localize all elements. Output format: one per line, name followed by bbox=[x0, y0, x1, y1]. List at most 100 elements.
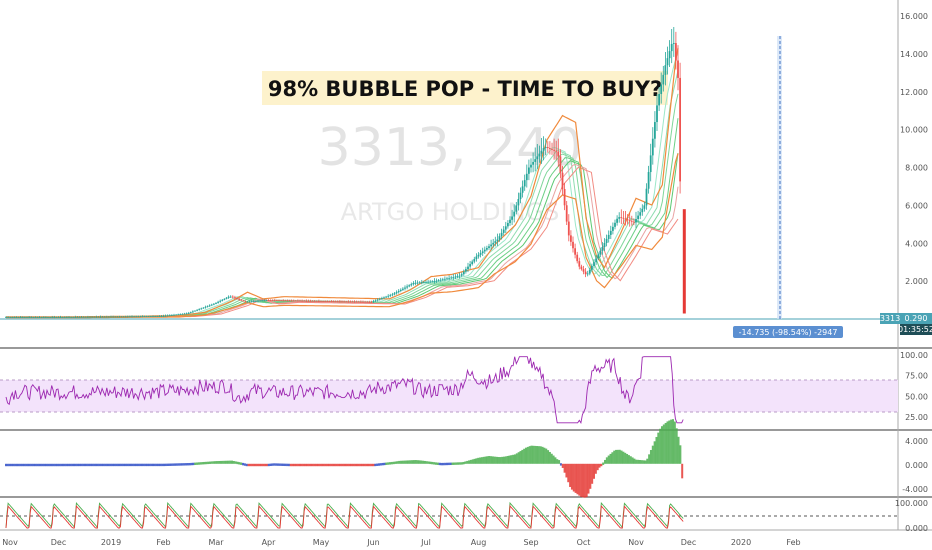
candle-body bbox=[355, 301, 358, 303]
candle-body bbox=[374, 300, 377, 302]
candle-body bbox=[586, 273, 589, 275]
candle-body bbox=[223, 298, 226, 300]
macd-bar bbox=[580, 463, 583, 497]
macd-bar bbox=[633, 458, 636, 464]
candle-body bbox=[177, 314, 180, 316]
candle-body bbox=[645, 188, 648, 206]
candle-body bbox=[255, 301, 257, 302]
candle-body bbox=[381, 298, 383, 299]
macd-bar bbox=[559, 463, 562, 466]
macd-bar bbox=[615, 449, 618, 464]
macd-bar bbox=[120, 463, 123, 467]
macd-bar bbox=[627, 455, 630, 464]
last-price-value: 0.290 bbox=[905, 314, 928, 323]
rsi-line bbox=[5, 356, 684, 425]
macd-bar bbox=[85, 463, 88, 467]
macd-bar bbox=[616, 449, 619, 464]
macd-bar bbox=[159, 463, 162, 467]
candle-body bbox=[9, 317, 12, 318]
macd-bar bbox=[618, 449, 621, 464]
candle-body bbox=[620, 217, 623, 218]
macd-bar bbox=[602, 462, 605, 465]
macd-bar bbox=[19, 463, 22, 467]
macd-bar bbox=[111, 463, 114, 467]
macd-bar bbox=[148, 463, 151, 467]
candle-body bbox=[567, 221, 570, 236]
macd-bar bbox=[611, 452, 614, 464]
candle-body bbox=[395, 292, 398, 294]
macd-bar bbox=[170, 463, 173, 466]
macd-bar bbox=[137, 463, 140, 467]
macd-bar bbox=[76, 463, 79, 467]
macd-bar bbox=[581, 463, 584, 498]
macd-bar bbox=[400, 460, 403, 464]
macd-bar bbox=[25, 463, 28, 467]
macd-bar bbox=[504, 456, 507, 464]
candle-body bbox=[530, 164, 532, 168]
candle-body bbox=[175, 314, 177, 316]
candle-body bbox=[334, 301, 337, 303]
candle-body bbox=[622, 217, 625, 219]
macd-bar bbox=[49, 463, 52, 467]
candle-body bbox=[429, 281, 432, 283]
macd-bar bbox=[212, 461, 215, 464]
macd-bar bbox=[497, 457, 500, 464]
last-price-tag bbox=[900, 313, 932, 324]
candle-body bbox=[561, 172, 564, 189]
candle-body bbox=[446, 278, 448, 280]
macd-bar bbox=[534, 445, 537, 464]
candle-body bbox=[257, 300, 259, 302]
candle-body bbox=[280, 300, 282, 302]
macd-bar bbox=[335, 463, 338, 467]
candle-body bbox=[540, 150, 543, 154]
macd-bar bbox=[139, 463, 142, 467]
candle-body bbox=[425, 281, 427, 283]
candle-body bbox=[614, 222, 616, 227]
candle-body bbox=[420, 282, 423, 284]
macd-bar bbox=[444, 462, 447, 466]
candle-body bbox=[467, 266, 469, 270]
candle-body bbox=[593, 262, 595, 266]
candle-body bbox=[36, 317, 39, 318]
macd-bar bbox=[47, 463, 50, 467]
candle-body bbox=[225, 297, 228, 299]
macd-bar bbox=[482, 456, 485, 464]
macd-bar bbox=[128, 463, 131, 467]
candle-body bbox=[194, 310, 196, 312]
macd-bar bbox=[131, 463, 134, 467]
candle-body bbox=[479, 253, 482, 255]
time-tick-label: Mar bbox=[208, 538, 224, 547]
macd-bar bbox=[526, 446, 529, 464]
macd-bar bbox=[401, 460, 404, 464]
time-tick-label: 2020 bbox=[731, 538, 751, 547]
macd-bar bbox=[330, 463, 333, 467]
macd-bar bbox=[528, 446, 531, 464]
time-tick-label: Dec bbox=[681, 538, 696, 547]
macd-bar bbox=[337, 463, 340, 467]
macd-bar bbox=[289, 463, 292, 467]
macd-bar bbox=[208, 461, 211, 464]
macd-bar bbox=[38, 463, 41, 467]
candle-body bbox=[299, 300, 301, 302]
candle-body bbox=[654, 122, 656, 139]
price-axis[interactable]: 16.000 14.000 12.000 10.000 8.000 6.000 4.000 2… bbox=[900, 12, 928, 286]
candle-body bbox=[328, 301, 331, 302]
macd-bar bbox=[321, 463, 324, 467]
stoch-tick-label: 0.000 bbox=[905, 524, 928, 533]
macd-bar bbox=[326, 463, 329, 467]
macd-bar bbox=[197, 462, 200, 465]
macd-bar bbox=[679, 445, 682, 464]
macd-bar bbox=[280, 463, 283, 466]
macd-bar bbox=[556, 459, 559, 464]
macd-bar bbox=[142, 463, 145, 467]
candle-body bbox=[288, 300, 291, 302]
candle-body bbox=[143, 316, 146, 318]
macd-bar bbox=[574, 463, 577, 493]
time-axis[interactable]: Nov Dec 2019 Feb Mar Apr May Jun Jul Aug Sep Oct Nov… bbox=[2, 538, 800, 547]
macd-bar bbox=[501, 456, 504, 464]
candle-body bbox=[179, 314, 182, 315]
macd-bar bbox=[247, 463, 250, 467]
macd-bar bbox=[543, 447, 546, 464]
macd-bar bbox=[267, 463, 270, 467]
